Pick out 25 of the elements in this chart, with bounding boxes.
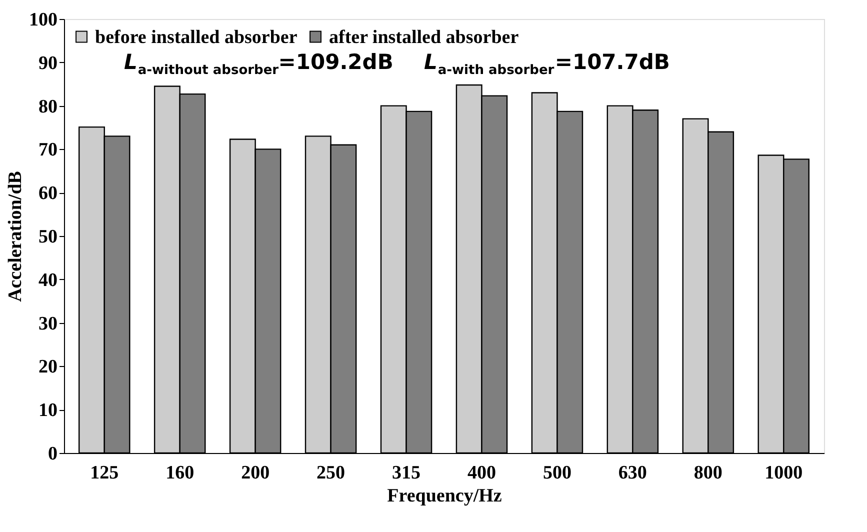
y-axis-title: Acceleration/dB <box>5 170 26 302</box>
y-tick-label: 60 <box>38 183 58 204</box>
y-tick-label: 0 <box>48 444 58 464</box>
x-tick-label: 630 <box>618 462 647 484</box>
y-tick-label: 70 <box>38 140 58 161</box>
x-tick-label: 315 <box>392 462 421 484</box>
y-tick-label: 20 <box>38 356 58 378</box>
x-tick-label: 800 <box>694 462 722 484</box>
x-tick-label: 400 <box>467 462 496 484</box>
y-tick-label: 50 <box>38 226 58 248</box>
x-tick-label: 500 <box>542 462 572 484</box>
legend-label: before installed absorber <box>95 26 298 48</box>
legend-label: after installed absorber <box>329 26 520 48</box>
y-tick-label: 80 <box>38 96 58 118</box>
x-tick-label: 1000 <box>764 462 803 484</box>
x-axis-title: Frequency/Hz <box>387 486 502 506</box>
y-tick-label: 90 <box>38 52 58 74</box>
x-tick-label: 125 <box>90 462 119 484</box>
x-tick-label: 250 <box>316 462 346 484</box>
y-tick-label: 100 <box>29 10 58 30</box>
y-tick-label: 40 <box>38 270 58 291</box>
y-tick-label: 10 <box>38 400 58 422</box>
x-tick-label: 160 <box>166 462 194 484</box>
y-tick-label: 30 <box>38 313 58 334</box>
x-tick-label: 200 <box>241 462 270 484</box>
